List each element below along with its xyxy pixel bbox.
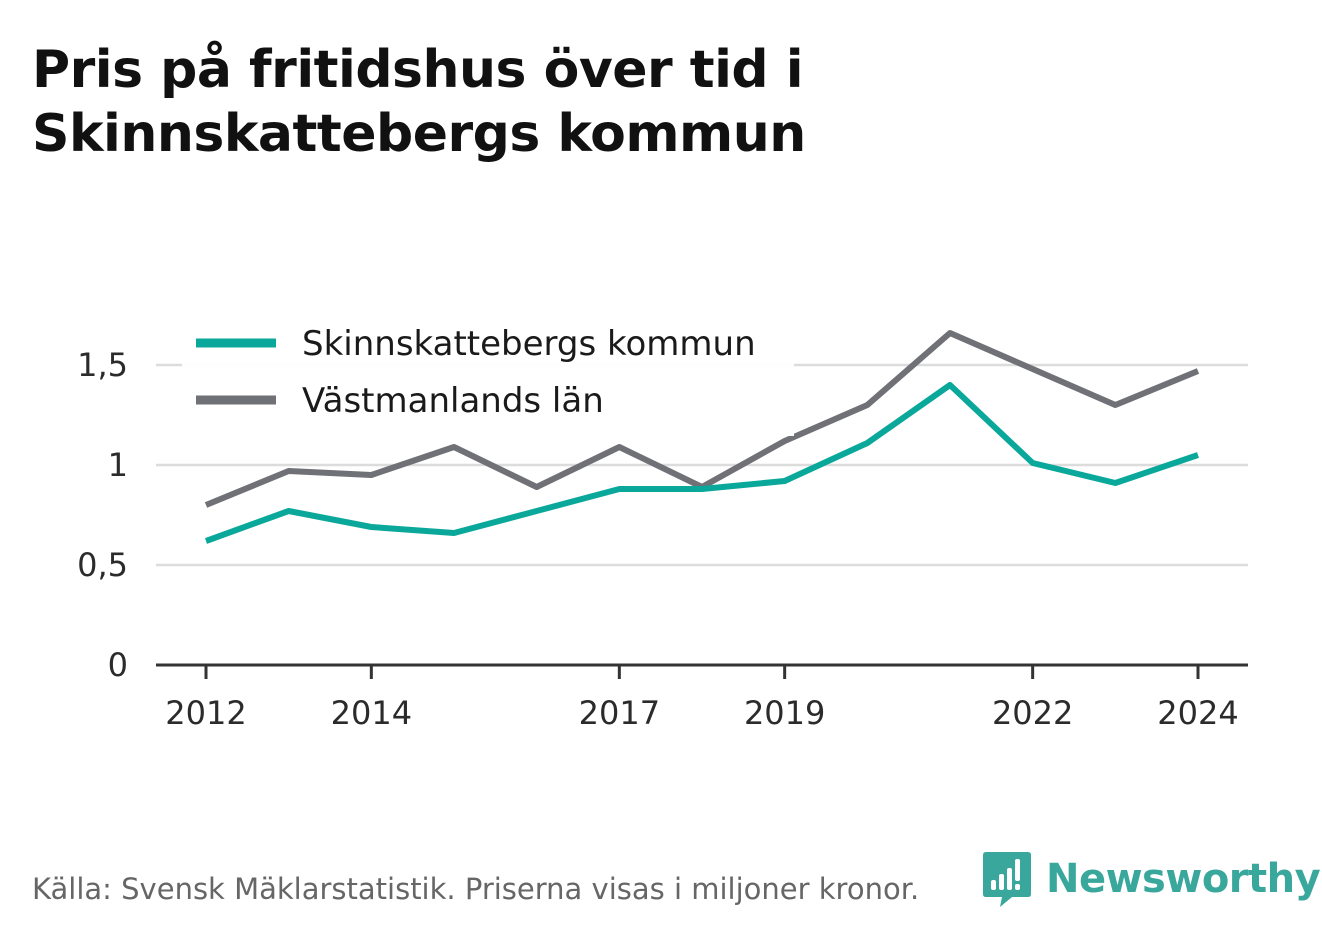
y-tick-label: 0 — [108, 646, 128, 684]
y-axis-labels: 0 0,5 1 1,5 — [77, 346, 128, 684]
x-tick-label: 2012 — [165, 694, 246, 732]
y-tick-label: 1,5 — [77, 346, 128, 384]
brand-name: Newsworthy — [1046, 856, 1321, 902]
series-line — [204, 382, 1199, 544]
x-tick-label: 2019 — [744, 694, 825, 732]
x-tick-label: 2017 — [579, 694, 660, 732]
x-tick-label: 2024 — [1157, 694, 1238, 732]
x-tick-label: 2022 — [992, 694, 1073, 732]
source-note: Källa: Svensk Mäklarstatistik. Priserna … — [32, 872, 920, 906]
x-axis — [156, 663, 1248, 679]
newsworthy-logo-icon — [983, 852, 1031, 907]
legend-background — [182, 318, 794, 436]
x-tick-label: 2014 — [331, 694, 412, 732]
legend: Skinnskattebergs kommun Västmanlands län — [182, 318, 794, 436]
x-axis-labels: 2012 2014 2017 2019 2022 2024 — [165, 694, 1238, 732]
brand-logo: Newsworthy — [982, 850, 1321, 908]
y-tick-label: 0,5 — [77, 546, 128, 584]
series-lines — [204, 330, 1200, 544]
y-tick-label: 1 — [108, 446, 128, 484]
legend-label: Skinnskattebergs kommun — [302, 324, 756, 364]
chart-title: Pris på fritidshus över tid i Skinnskatt… — [32, 40, 806, 164]
legend-label: Västmanlands län — [302, 381, 604, 421]
